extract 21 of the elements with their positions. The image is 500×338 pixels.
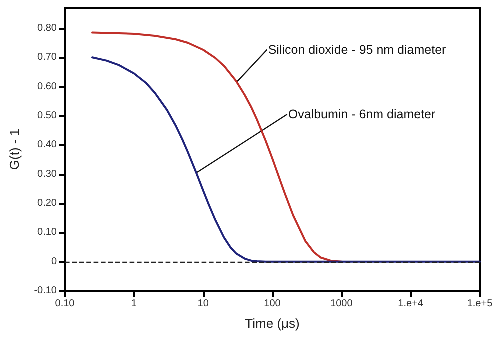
y-tick-label: 0.60 xyxy=(38,81,58,92)
y-axis-title: G(t) - 1 xyxy=(7,128,22,170)
annotation: Silicon dioxide - 95 nm diameter xyxy=(268,42,446,57)
y-tick-label: 0.10 xyxy=(38,227,58,238)
x-tick-label: 0.10 xyxy=(55,298,76,310)
y-tick-label: 0.80 xyxy=(38,22,58,34)
x-tick-label: 100 xyxy=(264,298,282,310)
y-tick-label: 0.30 xyxy=(38,168,58,180)
x-tick-label: 1.e+4 xyxy=(398,298,424,310)
x-tick-label: 1 xyxy=(131,298,138,310)
y-tick-label: 0 xyxy=(51,256,58,268)
y-tick-label: 0.50 xyxy=(38,110,58,122)
x-tick-label: 10 xyxy=(198,298,210,310)
y-tick-label: 0.20 xyxy=(38,198,58,209)
x-tick-label: 1.e+5 xyxy=(467,298,494,310)
y-tick-label: -0.10 xyxy=(34,286,58,296)
annotation: Ovalbumin - 6nm diameter xyxy=(288,108,436,122)
y-tick-label: 0.70 xyxy=(38,52,58,64)
x-tick-label: 1000 xyxy=(330,298,354,310)
x-axis-title: Time (μs) xyxy=(245,316,300,331)
y-tick-label: 0.40 xyxy=(38,140,58,151)
